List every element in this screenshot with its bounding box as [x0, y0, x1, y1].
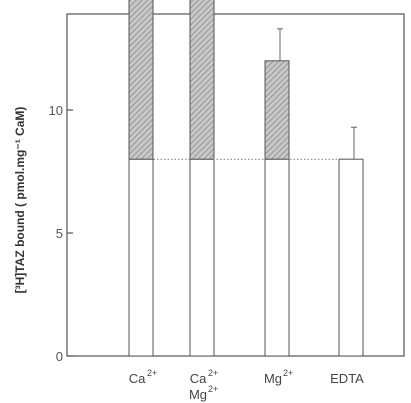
- x-label-superscript: 2+: [147, 368, 157, 378]
- y-axis-ticks: 0510152025: [49, 103, 73, 364]
- error-bars: [277, 28, 357, 160]
- bar-hatched-3: [264, 60, 290, 160]
- x-label-line2: Mg: [189, 387, 207, 402]
- x-label-line1: Ca: [129, 371, 146, 386]
- x-category-label-1: Ca 2+: [129, 368, 158, 386]
- bar-hatched-1: [128, 0, 154, 160]
- x-label-superscript-2: 2+: [208, 384, 218, 394]
- y-axis-label: [³H]TAZ bound ( pmol.mg⁻¹ CaM): [13, 107, 27, 294]
- y-tick-label-5: 5: [56, 226, 63, 241]
- x-label-line1: Mg: [264, 371, 282, 386]
- x-label-line1: Ca: [190, 371, 207, 386]
- x-label-line1: EDTA: [330, 371, 364, 386]
- x-category-label-3: Mg 2+: [264, 368, 293, 386]
- bar-hatched-2: [189, 0, 215, 160]
- bars: [128, 0, 364, 357]
- plot-frame: [66, 13, 405, 357]
- x-label-superscript: 2+: [208, 368, 218, 378]
- bar-base-3: [264, 158, 290, 357]
- bar-base-4: [338, 158, 364, 357]
- bar-base-2: [189, 158, 215, 357]
- x-category-label-4: EDTA: [330, 371, 364, 386]
- x-category-label-2: Ca 2+Mg 2+: [189, 368, 218, 402]
- bar-base-1: [128, 158, 154, 357]
- plot-border: [66, 13, 405, 357]
- y-tick-label-0: 0: [56, 349, 63, 364]
- x-label-superscript: 2+: [283, 368, 293, 378]
- x-axis-labels: Ca 2+ Ca 2+Mg 2+Mg 2+ EDTA: [129, 368, 364, 402]
- y-tick-label-10: 10: [49, 103, 63, 118]
